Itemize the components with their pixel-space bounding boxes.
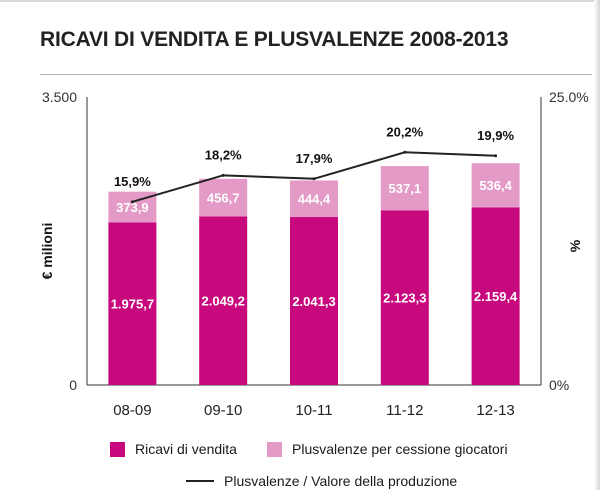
frame-right-shadow xyxy=(594,0,600,490)
bar-ricavi-10-11 xyxy=(290,217,338,385)
bar-label-plusvalenze: 537,1 xyxy=(389,181,422,196)
y2-tick-label: 25.0% xyxy=(549,89,589,105)
line-point xyxy=(403,150,407,154)
frame-top-border xyxy=(0,0,600,2)
bar-label-ricavi: 1.975,7 xyxy=(111,297,154,312)
bar-plusvalenze-11-12 xyxy=(380,166,429,211)
y-tick-label: 0 xyxy=(69,377,77,393)
title-divider xyxy=(40,74,592,75)
bar-ricavi-12-13 xyxy=(471,207,520,385)
chart-title: RICAVI DI VENDITA E PLUSVALENZE 2008-201… xyxy=(40,28,509,51)
bar-plusvalenze-09-10 xyxy=(199,178,248,217)
bar-plusvalenze-12-13 xyxy=(471,163,520,208)
x-tick-label: 12-13 xyxy=(476,402,514,419)
line-data-label: 17,9% xyxy=(296,151,333,166)
x-tick-label: 09-10 xyxy=(204,402,242,419)
x-tick-label: 08-09 xyxy=(113,402,151,419)
bar-label-ricavi: 2.123,3 xyxy=(383,291,426,306)
x-tick-label: 10-11 xyxy=(295,402,332,419)
line-point xyxy=(312,177,316,181)
line-point xyxy=(221,173,225,177)
bar-label-plusvalenze: 536,4 xyxy=(479,178,512,193)
bar-ricavi-09-10 xyxy=(199,216,248,385)
x-tick-label: 11-12 xyxy=(386,402,423,419)
y2-axis-title: % xyxy=(567,239,583,252)
bar-label-plusvalenze: 444,4 xyxy=(298,192,331,207)
line-point xyxy=(494,154,498,158)
bar-label-plusvalenze: 456,7 xyxy=(207,191,240,206)
bar-label-plusvalenze: 373,9 xyxy=(116,200,149,215)
line-data-label: 19,9% xyxy=(477,128,514,143)
y2-tick-label: 0% xyxy=(549,377,569,393)
line-data-label: 15,9% xyxy=(114,174,151,189)
bar-label-ricavi: 2.049,2 xyxy=(202,294,245,309)
line-point xyxy=(130,200,134,204)
line-data-label: 20,2% xyxy=(386,124,423,139)
y-tick-label: 3.500 xyxy=(42,89,77,105)
bar-ricavi-11-12 xyxy=(380,210,429,385)
line-data-label: 18,2% xyxy=(205,147,242,162)
bar-ricavi-08-09 xyxy=(108,222,157,385)
y-axis-title: € milioni xyxy=(39,223,55,280)
bar-label-ricavi: 2.159,4 xyxy=(474,289,518,304)
bar-label-ricavi: 2.041,3 xyxy=(292,294,335,309)
bar-plusvalenze-10-11 xyxy=(290,180,338,218)
